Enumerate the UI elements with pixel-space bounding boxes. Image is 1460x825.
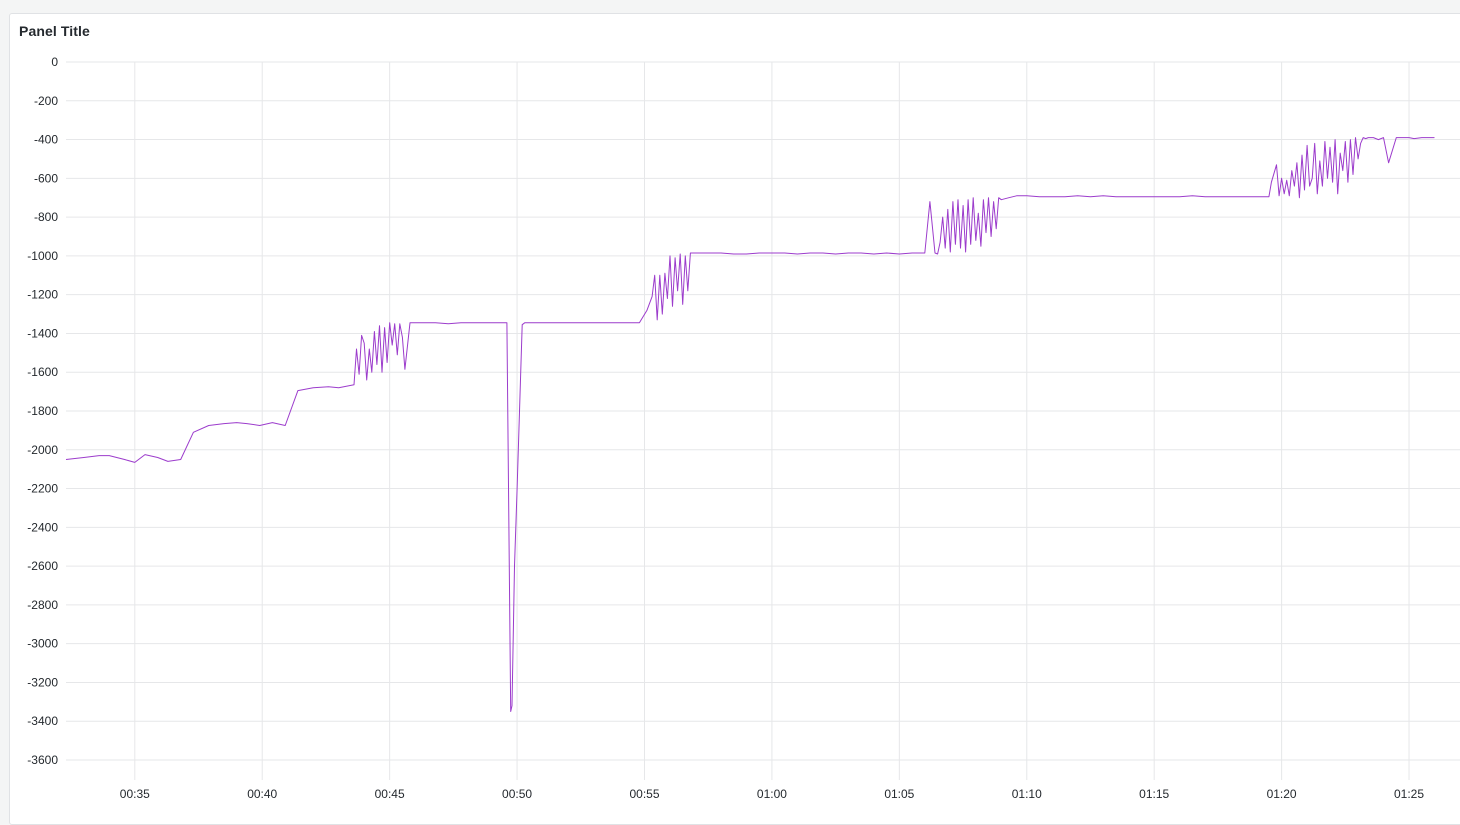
y-tick-label: -800 xyxy=(34,210,58,224)
chart-panel: Panel Title xyxy=(9,13,1460,825)
y-tick-label: -3000 xyxy=(27,637,58,651)
series-layer xyxy=(65,137,1435,712)
y-tick-label: -1400 xyxy=(27,326,58,340)
y-axis-tick-labels: 0 -200 -400 -600 -800 -1000 -1200 -1400 -1600 -18… xyxy=(27,55,58,767)
y-tick-label: -2200 xyxy=(27,482,58,496)
x-tick-label: 00:45 xyxy=(375,787,405,801)
x-tick-label: 01:05 xyxy=(884,787,914,801)
y-tick-label: -1600 xyxy=(27,365,58,379)
x-tick-label: 01:20 xyxy=(1267,787,1297,801)
y-tick-label: -1000 xyxy=(27,249,58,263)
y-tick-label: -600 xyxy=(34,171,58,185)
x-tick-label: 01:10 xyxy=(1012,787,1042,801)
series-line[interactable] xyxy=(65,137,1435,712)
x-tick-label: 01:15 xyxy=(1139,787,1169,801)
y-tick-label: -1800 xyxy=(27,404,58,418)
y-tick-label: 0 xyxy=(51,55,58,69)
x-tick-label: 00:55 xyxy=(629,787,659,801)
x-grid-lines xyxy=(134,62,1410,780)
y-tick-label: -2400 xyxy=(27,520,58,534)
y-tick-label: -1200 xyxy=(27,288,58,302)
x-tick-label: 00:50 xyxy=(502,787,532,801)
x-tick-label: 01:00 xyxy=(757,787,787,801)
y-tick-label: -200 xyxy=(34,94,58,108)
y-tick-label: -2800 xyxy=(27,598,58,612)
y-tick-label: -3600 xyxy=(27,753,58,767)
x-axis-tick-labels: 00:35 00:40 00:45 00:50 00:55 01:00 01:05 01:10… xyxy=(120,787,1425,801)
x-tick-label: 00:40 xyxy=(247,787,277,801)
y-tick-label: -2600 xyxy=(27,559,58,573)
y-grid-lines xyxy=(66,61,1460,761)
y-tick-label: -2000 xyxy=(27,443,58,457)
x-tick-label: 01:25 xyxy=(1394,787,1424,801)
y-tick-label: -3200 xyxy=(27,675,58,689)
panel-title[interactable]: Panel Title xyxy=(19,23,90,39)
y-tick-label: -3400 xyxy=(27,714,58,728)
y-tick-label: -400 xyxy=(34,133,58,147)
x-tick-label: 00:35 xyxy=(120,787,150,801)
